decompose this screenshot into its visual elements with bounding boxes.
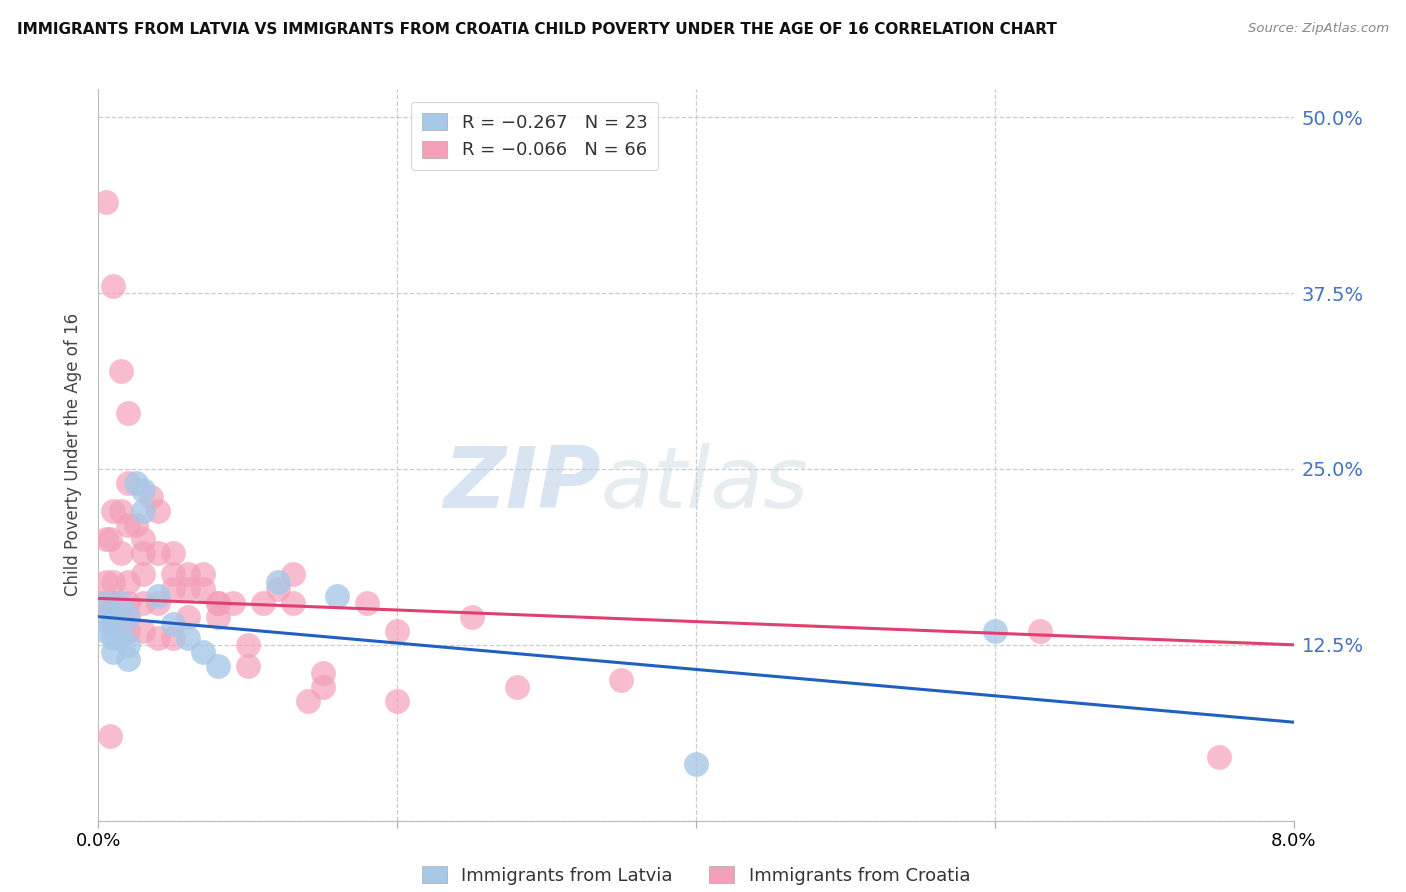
Point — [162, 582, 184, 596]
Point — [117, 638, 139, 652]
Point — [117, 652, 139, 666]
Point — [281, 596, 304, 610]
Point — [110, 609, 132, 624]
Point — [105, 596, 128, 610]
Point — [110, 631, 132, 645]
Point — [610, 673, 633, 687]
Point — [177, 609, 200, 624]
Point — [110, 363, 132, 377]
Point — [191, 567, 214, 582]
Point — [94, 574, 117, 589]
Point — [117, 406, 139, 420]
Text: atlas: atlas — [600, 442, 808, 525]
Point — [191, 645, 214, 659]
Point — [103, 631, 125, 645]
Point — [326, 589, 349, 603]
Point — [132, 567, 155, 582]
Point — [91, 596, 114, 610]
Point — [94, 624, 117, 638]
Point — [356, 596, 378, 610]
Point — [103, 609, 125, 624]
Point — [236, 638, 259, 652]
Point — [267, 574, 290, 589]
Point — [132, 546, 155, 560]
Point — [94, 194, 117, 209]
Point — [103, 504, 125, 518]
Point — [207, 596, 229, 610]
Point — [236, 659, 259, 673]
Point — [148, 504, 170, 518]
Point — [148, 546, 170, 560]
Point — [132, 533, 155, 547]
Point — [103, 609, 125, 624]
Point — [1208, 750, 1230, 764]
Point — [103, 574, 125, 589]
Point — [162, 631, 184, 645]
Point — [98, 533, 122, 547]
Point — [267, 582, 290, 596]
Point — [177, 631, 200, 645]
Point — [461, 609, 484, 624]
Point — [162, 546, 184, 560]
Point — [117, 609, 139, 624]
Point — [117, 596, 139, 610]
Point — [162, 567, 184, 582]
Point — [117, 624, 139, 638]
Point — [98, 729, 122, 743]
Point — [281, 567, 304, 582]
Point — [132, 504, 155, 518]
Point — [98, 616, 122, 631]
Point — [207, 596, 229, 610]
Point — [685, 757, 707, 772]
Point — [94, 533, 117, 547]
Point — [252, 596, 274, 610]
Point — [132, 624, 155, 638]
Point — [207, 659, 229, 673]
Point — [162, 616, 184, 631]
Point — [132, 483, 155, 497]
Point — [103, 645, 125, 659]
Point — [97, 596, 120, 610]
Point — [103, 279, 125, 293]
Point — [110, 596, 132, 610]
Point — [110, 504, 132, 518]
Text: Source: ZipAtlas.com: Source: ZipAtlas.com — [1249, 22, 1389, 36]
Point — [148, 596, 170, 610]
Point — [311, 665, 333, 680]
Point — [117, 574, 139, 589]
Point — [385, 694, 409, 708]
Point — [94, 596, 117, 610]
Point — [125, 518, 148, 533]
Point — [148, 589, 170, 603]
Legend: Immigrants from Latvia, Immigrants from Croatia: Immigrants from Latvia, Immigrants from … — [415, 859, 977, 892]
Point — [207, 609, 229, 624]
Y-axis label: Child Poverty Under the Age of 16: Child Poverty Under the Age of 16 — [65, 313, 83, 597]
Text: IMMIGRANTS FROM LATVIA VS IMMIGRANTS FROM CROATIA CHILD POVERTY UNDER THE AGE OF: IMMIGRANTS FROM LATVIA VS IMMIGRANTS FRO… — [17, 22, 1057, 37]
Point — [132, 596, 155, 610]
Point — [983, 624, 1005, 638]
Point — [1028, 624, 1050, 638]
Point — [385, 624, 409, 638]
Point — [191, 582, 214, 596]
Point — [110, 546, 132, 560]
Point — [297, 694, 319, 708]
Point — [117, 518, 139, 533]
Text: ZIP: ZIP — [443, 442, 600, 525]
Point — [117, 609, 139, 624]
Point — [311, 680, 333, 694]
Point — [139, 490, 162, 504]
Point — [117, 476, 139, 491]
Point — [148, 631, 170, 645]
Point — [125, 476, 148, 491]
Point — [103, 596, 125, 610]
Point — [177, 582, 200, 596]
Point — [506, 680, 529, 694]
Point — [177, 567, 200, 582]
Point — [222, 596, 245, 610]
Point — [103, 616, 125, 631]
